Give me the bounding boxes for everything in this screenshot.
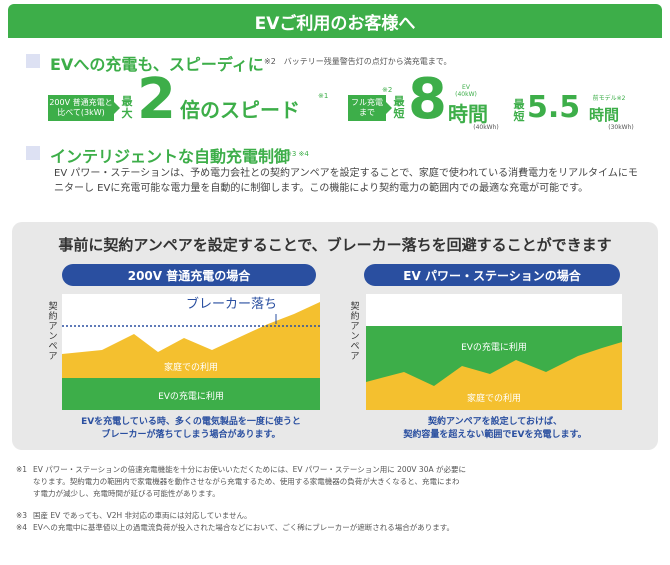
left-ev-area xyxy=(62,378,320,410)
right-ylabel: 契約アンペア xyxy=(350,302,360,362)
shortest-label-2: 最短 xyxy=(513,98,525,123)
right-home-area xyxy=(366,342,622,410)
right-caption: 契約アンペアを設定しておけば、 契約容量を超えない範囲でEVを充電します。 xyxy=(403,417,587,440)
section2-paragraph: EV パワー・ステーションは、予め電力会社との契約アンペアを設定することで、家庭… xyxy=(54,168,638,194)
hours2-number: 5.5 xyxy=(527,90,581,125)
left-chart-svg xyxy=(62,302,320,410)
mark1: ※1 xyxy=(318,92,329,100)
left-home-label: 家庭での利用 xyxy=(163,363,218,373)
mark2: ※2 xyxy=(382,86,393,94)
kwh-label-2: (30kWh) xyxy=(608,124,634,131)
ev-kw-tag: EV (40kW) xyxy=(455,84,477,98)
compare-box: 200V 普通充電と比べて(3kW) xyxy=(48,95,120,121)
full-charge-box: フル充電まで xyxy=(348,95,392,121)
left-pill: 200V 普通充電の場合 xyxy=(62,264,316,286)
multiplier-number: 2 xyxy=(137,67,176,132)
section-marker xyxy=(26,146,40,160)
left-chart xyxy=(62,294,320,410)
right-home-label: 家庭での利用 xyxy=(466,394,521,404)
right-chart xyxy=(366,294,622,410)
hours-unit-2: 時間 xyxy=(589,106,620,124)
section1-heading: EVへの充電も、スピーディに xyxy=(50,55,264,74)
left-ev-label: EVの充電に利用 xyxy=(158,392,224,402)
section1-note: ※2 バッテリー残量警告灯の点灯から満充電まで。 xyxy=(264,57,452,66)
left-ylabel: 契約アンペア xyxy=(48,302,58,362)
section-marker xyxy=(26,54,40,68)
max-label: 最大 xyxy=(121,95,133,120)
multiplier-text: 倍のスピード xyxy=(180,98,300,122)
section2-mark: ※3 ※4 xyxy=(286,150,309,158)
left-home-area xyxy=(62,302,320,378)
section2-heading: インテリジェントな自動充電制御 xyxy=(50,147,291,166)
panel-title: 事前に契約アンペアを設定することで、ブレーカー落ちを回避することができます xyxy=(58,236,612,254)
shortest-label: 最短 xyxy=(393,95,405,120)
left-caption: EVを充電している時、多くの電気製品を一度に使うと ブレーカーが落ちてしまう場合… xyxy=(81,417,301,440)
model-note: 前モデル※2 xyxy=(592,95,626,102)
right-pill: EV パワー・ステーションの場合 xyxy=(364,264,620,286)
breaker-label: ブレーカー落ち xyxy=(186,297,278,312)
banner-title: EVご利用のお客様へ xyxy=(254,13,416,34)
page-banner: EVご利用のお客様へ xyxy=(8,4,662,38)
kwh-label-1: (40kWh) xyxy=(473,124,499,131)
right-ev-label: EVの充電に利用 xyxy=(461,343,527,353)
right-chart-svg xyxy=(366,326,622,410)
hours-unit: 時間 xyxy=(448,102,488,126)
hours-number: 8 xyxy=(408,67,447,132)
